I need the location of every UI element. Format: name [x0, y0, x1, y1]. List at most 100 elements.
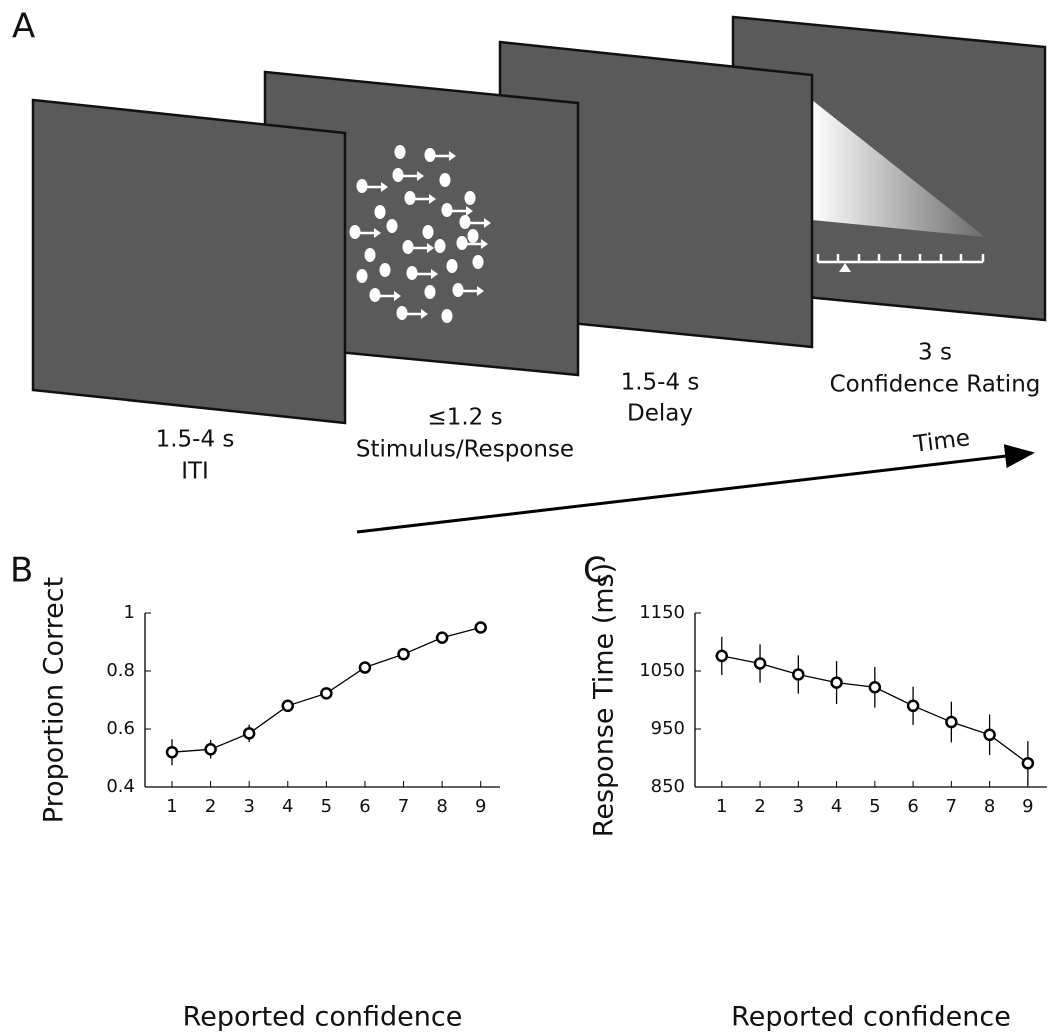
confidence-wedge [812, 100, 985, 237]
dot [379, 263, 391, 277]
x-tick-label: 2 [205, 796, 216, 817]
screen-label: ITI [181, 459, 209, 485]
arrow-head [429, 194, 436, 204]
dot [446, 259, 458, 273]
panel-label: A [12, 7, 35, 47]
data-point [983, 728, 996, 742]
x-tick-label: 3 [243, 796, 254, 817]
data-point [435, 631, 449, 644]
dot [369, 288, 381, 302]
x-tick-label: 1 [166, 796, 177, 817]
data-point [204, 743, 217, 756]
x-tick-label: 9 [1022, 796, 1033, 817]
dot [406, 266, 418, 280]
y-axis-label: Proportion Correct [39, 577, 70, 823]
dot [459, 215, 471, 229]
x-tick-label: 6 [359, 796, 370, 817]
dot [452, 283, 464, 297]
rating-scale [816, 254, 985, 264]
x-tick-label: 7 [946, 796, 957, 817]
screen-label: Confidence Rating [830, 372, 1041, 398]
data-point [715, 649, 729, 663]
duration: 3 s [918, 340, 952, 366]
dot [404, 191, 416, 205]
screen [31, 98, 347, 425]
x-tick-label: 4 [282, 796, 293, 817]
y-tick-label: 850 [651, 776, 685, 797]
data-point [1021, 756, 1035, 770]
x-tick-label: 5 [321, 796, 332, 817]
data-point [281, 699, 295, 713]
screen-label: Stimulus/Response [356, 437, 574, 463]
x-axis-label: Reported confidence [183, 1002, 463, 1033]
data-point [753, 657, 767, 670]
dot [424, 285, 436, 299]
data-point [320, 687, 333, 700]
dot [472, 255, 484, 269]
x-tick-label: 2 [754, 796, 765, 817]
data-point [358, 661, 372, 674]
arrow-head [466, 206, 473, 216]
arrow-head [394, 291, 401, 301]
data-point [242, 727, 256, 740]
dot [356, 179, 368, 193]
x-tick-label: 4 [831, 796, 842, 817]
dot [349, 225, 361, 239]
dot [434, 239, 446, 253]
dot [402, 240, 414, 254]
data-point [397, 647, 410, 661]
arrow-head [374, 228, 381, 238]
x-tick-label: 8 [436, 796, 447, 817]
dot [424, 148, 436, 162]
arrow-head [427, 243, 434, 253]
x-tick-label: 6 [907, 796, 918, 817]
arrow-head [417, 171, 424, 181]
y-tick-label: 1 [124, 602, 135, 623]
panel-label: C [583, 551, 607, 591]
rating-cursor [839, 263, 851, 272]
x-tick-label: 5 [869, 796, 880, 817]
arrow-head [477, 286, 484, 296]
y-tick-label: 1150 [639, 602, 685, 623]
dot [392, 168, 404, 182]
dot [441, 309, 453, 323]
motion-dots [349, 145, 491, 323]
x-tick-label: 8 [984, 796, 995, 817]
arrow-head [421, 309, 428, 319]
arrow-head [449, 151, 456, 161]
x-tick-label: 3 [793, 796, 804, 817]
data-point [830, 676, 843, 689]
duration: ≤1.2 s [427, 405, 502, 431]
arrow-head [481, 239, 488, 249]
x-axis-label: Reported confidence [731, 1002, 1011, 1033]
panel-label: B [10, 551, 33, 591]
duration: 1.5-4 s [621, 370, 700, 396]
data-point [868, 680, 882, 694]
data-point [474, 621, 487, 634]
arrow-head [381, 182, 388, 192]
x-tick-label: 9 [475, 796, 486, 817]
y-tick-label: 0.4 [106, 776, 135, 797]
dot [364, 248, 376, 262]
data-point [792, 668, 805, 681]
y-axis-label: Response Time (ms) [589, 563, 620, 837]
dot [374, 205, 386, 219]
dot [396, 306, 408, 320]
time-arrow [356, 444, 1035, 534]
time-label: Time [911, 425, 971, 458]
dot [456, 236, 468, 250]
data-point [906, 699, 920, 713]
duration: 1.5-4 s [156, 427, 235, 453]
dot [439, 173, 451, 187]
screen-label: Delay [627, 401, 693, 427]
arrow-head [484, 218, 491, 228]
data-point [945, 715, 958, 729]
dot [441, 203, 453, 217]
y-tick-label: 0.8 [106, 660, 135, 681]
data-point [165, 745, 179, 759]
y-tick-label: 950 [651, 718, 685, 739]
x-tick-label: 7 [398, 796, 409, 817]
dot [386, 219, 398, 233]
y-tick-label: 1050 [639, 660, 685, 681]
